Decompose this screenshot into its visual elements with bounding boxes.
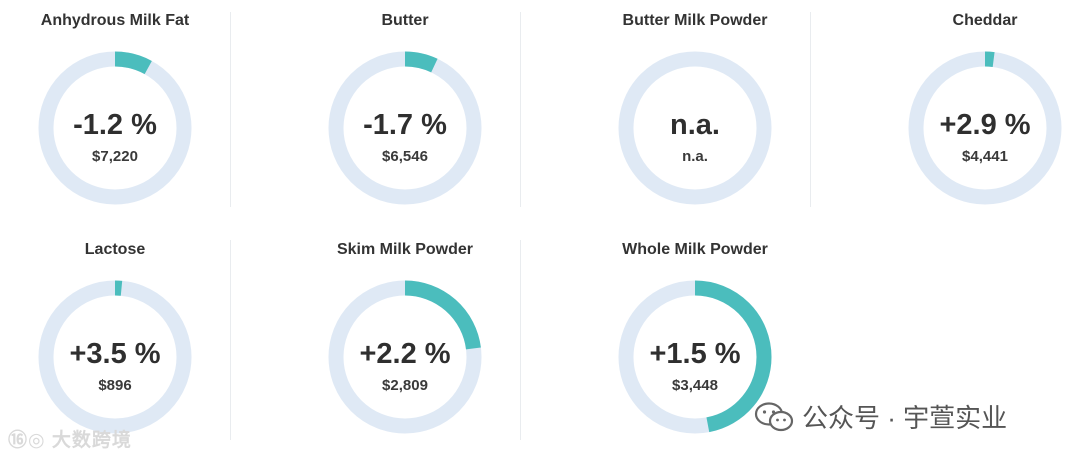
price-value: $7,220 (92, 148, 138, 165)
change-percent: +1.5 % (649, 338, 740, 370)
product-card: Skim Milk Powder +2.2 % $2,809 (290, 229, 520, 439)
product-card: Anhydrous Milk Fat -1.2 % $7,220 (0, 0, 230, 210)
donut-fill-arc (328, 280, 482, 434)
donut-gauge: +2.9 % $4,441 (908, 51, 1062, 205)
donut-gauge: +1.5 % $3,448 (618, 280, 772, 434)
donut-gauge: -1.7 % $6,546 (328, 51, 482, 205)
change-percent: +3.5 % (69, 338, 160, 370)
price-value: $2,809 (382, 377, 428, 394)
product-card: Butter Milk Powder n.a. n.a. (580, 0, 810, 210)
price-value: $6,546 (382, 148, 428, 165)
product-card: Butter -1.7 % $6,546 (290, 0, 520, 210)
column-divider (520, 12, 521, 207)
donut-track (618, 51, 772, 205)
donut-fill-arc (908, 51, 1062, 205)
change-percent: n.a. (670, 109, 720, 141)
product-title: Butter Milk Powder (622, 12, 768, 29)
wechat-icon (754, 401, 794, 431)
product-card: Cheddar +2.9 % $4,441 (870, 0, 1080, 210)
price-value: $4,441 (962, 148, 1008, 165)
product-title: Anhydrous Milk Fat (40, 12, 190, 29)
donut-gauge: +3.5 % $896 (38, 280, 192, 434)
change-percent: -1.2 % (73, 109, 157, 141)
watermark-right-text: 公众号 · 宇萱实业 (802, 403, 1008, 433)
column-divider (520, 240, 521, 440)
donut-gauge: +2.2 % $2,809 (328, 280, 482, 434)
column-divider (230, 240, 231, 440)
product-card: Whole Milk Powder +1.5 % $3,448 (580, 229, 810, 439)
donut-fill-arc (38, 51, 192, 205)
product-title: Whole Milk Powder (622, 241, 768, 258)
product-title: Cheddar (952, 12, 1018, 29)
change-percent: -1.7 % (363, 109, 447, 141)
price-value: n.a. (682, 148, 708, 165)
donut-fill-arc (618, 280, 772, 434)
donut-fill-arc (38, 280, 192, 434)
product-card: Lactose +3.5 % $896 (0, 229, 230, 439)
watermark-right: 公众号 · 宇萱实业 (754, 398, 1007, 435)
change-percent: +2.9 % (939, 109, 1030, 141)
donut-fill-arc (328, 51, 482, 205)
price-value: $3,448 (672, 377, 718, 394)
price-value: $896 (98, 377, 131, 394)
product-title: Butter (381, 12, 429, 29)
column-divider (810, 12, 811, 207)
donut-gauge: n.a. n.a. (618, 51, 772, 205)
watermark-left: ⑯◎ 大数跨境 (8, 430, 132, 451)
product-title: Lactose (84, 241, 146, 258)
change-percent: +2.2 % (359, 338, 450, 370)
donut-gauge: -1.2 % $7,220 (38, 51, 192, 205)
product-title: Skim Milk Powder (336, 241, 474, 258)
column-divider (230, 12, 231, 207)
